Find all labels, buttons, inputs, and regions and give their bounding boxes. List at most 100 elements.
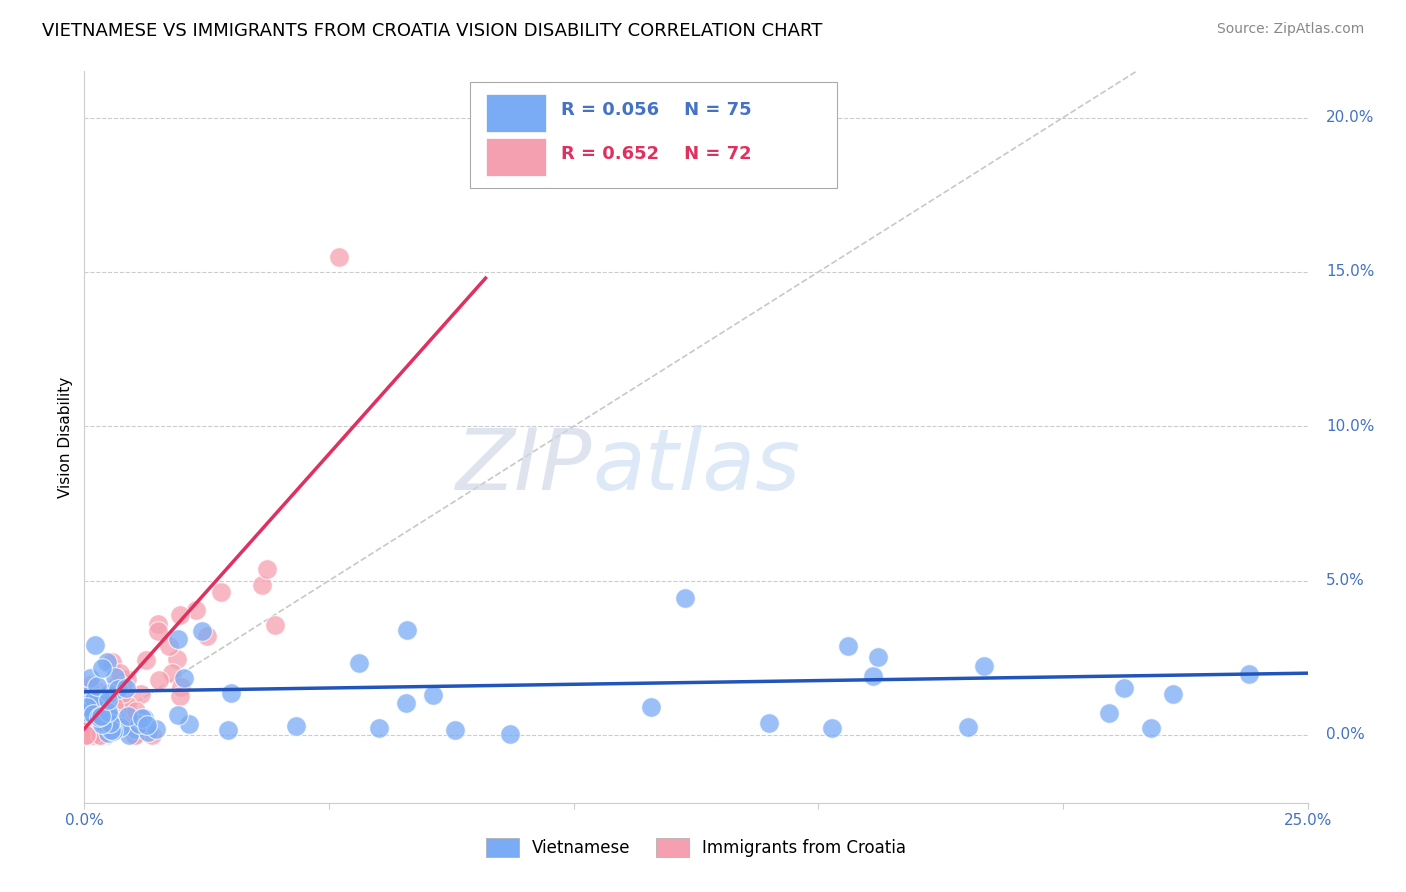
Point — [179, 716, 201, 731]
Point — [91, 725, 114, 739]
Point — [90, 709, 112, 723]
Point — [368, 721, 391, 735]
Point — [86, 705, 108, 719]
Point — [103, 723, 125, 738]
Point — [837, 639, 859, 653]
Point — [1112, 681, 1135, 695]
Point — [97, 705, 120, 719]
Point — [90, 712, 112, 726]
Point — [1161, 687, 1184, 701]
Point — [124, 728, 146, 742]
Point — [86, 682, 108, 697]
Point — [76, 700, 98, 714]
Point — [190, 624, 212, 639]
Text: R = 0.056    N = 75: R = 0.056 N = 75 — [561, 101, 752, 120]
Text: ZIP: ZIP — [456, 425, 592, 508]
Point — [162, 666, 184, 681]
Point — [98, 715, 121, 730]
FancyBboxPatch shape — [485, 94, 546, 132]
Point — [86, 691, 108, 706]
Point — [96, 655, 118, 669]
Point — [75, 728, 97, 742]
Point — [136, 718, 159, 732]
Point — [444, 723, 467, 737]
Point — [1139, 721, 1161, 735]
Point — [166, 652, 188, 666]
Point — [100, 711, 122, 725]
Point — [84, 728, 107, 742]
Point — [82, 728, 104, 742]
Point — [122, 715, 145, 730]
Point — [132, 711, 155, 725]
Point — [76, 728, 98, 742]
Point — [285, 718, 308, 732]
Point — [758, 716, 780, 731]
Point — [1098, 706, 1121, 721]
Text: 10.0%: 10.0% — [1326, 418, 1374, 434]
Point — [97, 708, 120, 723]
Point — [79, 678, 101, 692]
Point — [498, 726, 520, 740]
Point — [100, 711, 122, 725]
Text: VIETNAMESE VS IMMIGRANTS FROM CROATIA VISION DISABILITY CORRELATION CHART: VIETNAMESE VS IMMIGRANTS FROM CROATIA VI… — [42, 22, 823, 40]
Point — [101, 717, 124, 731]
Point — [124, 704, 146, 718]
Y-axis label: Vision Disability: Vision Disability — [58, 376, 73, 498]
Text: 20.0%: 20.0% — [1326, 110, 1374, 125]
Point — [91, 660, 114, 674]
Point — [115, 698, 138, 712]
Point — [112, 679, 135, 693]
Point — [91, 717, 114, 731]
Point — [75, 723, 97, 737]
Text: Source: ZipAtlas.com: Source: ZipAtlas.com — [1216, 22, 1364, 37]
Point — [173, 672, 195, 686]
Point — [209, 585, 232, 599]
Point — [169, 690, 191, 704]
Point — [124, 722, 146, 736]
Point — [141, 728, 163, 742]
Point — [83, 638, 105, 652]
Point — [87, 709, 110, 723]
Point — [89, 728, 111, 742]
Point — [80, 728, 103, 742]
Point — [104, 711, 127, 725]
Point — [973, 658, 995, 673]
Point — [91, 728, 114, 742]
Point — [105, 678, 128, 692]
Point — [186, 602, 208, 616]
Point — [100, 655, 122, 669]
Point — [97, 693, 120, 707]
Point — [1237, 666, 1260, 681]
Point — [76, 697, 98, 711]
Point — [76, 705, 98, 719]
Point — [79, 715, 101, 730]
Point — [264, 617, 287, 632]
Text: 0.0%: 0.0% — [1326, 727, 1365, 742]
Point — [129, 687, 152, 701]
Point — [110, 720, 132, 734]
Point — [86, 679, 108, 693]
Text: 15.0%: 15.0% — [1326, 264, 1374, 279]
Point — [117, 672, 139, 686]
Point — [117, 708, 139, 723]
Point — [76, 689, 98, 703]
Point — [75, 728, 97, 742]
Point — [75, 714, 97, 728]
Point — [347, 656, 370, 670]
Point — [75, 710, 97, 724]
Point — [94, 706, 117, 721]
Point — [77, 711, 100, 725]
Point — [422, 688, 444, 702]
Point — [146, 616, 169, 631]
Point — [396, 623, 419, 637]
Point — [77, 691, 100, 706]
Point — [115, 681, 138, 696]
Point — [256, 562, 278, 576]
Point — [82, 707, 104, 722]
Point — [169, 607, 191, 622]
Point — [956, 720, 979, 734]
Point — [100, 723, 122, 738]
Point — [128, 716, 150, 731]
Point — [91, 723, 114, 738]
Point — [640, 699, 662, 714]
